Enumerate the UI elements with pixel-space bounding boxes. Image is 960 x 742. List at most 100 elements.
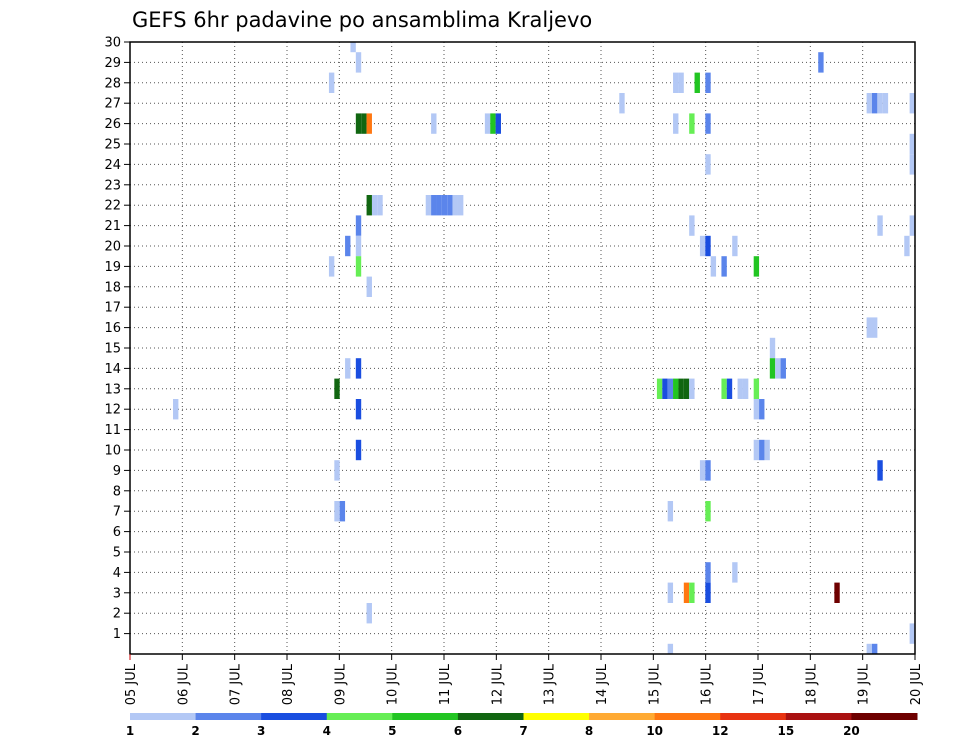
heatmap-cell	[699, 460, 706, 481]
heatmap-cell	[334, 378, 340, 399]
colorbar-segment	[457, 713, 524, 720]
heatmap-cell	[871, 317, 878, 338]
heatmap-cell	[753, 399, 760, 420]
colorbar-label: 8	[585, 724, 593, 738]
heatmap-cell	[490, 113, 496, 134]
heatmap-cell	[328, 72, 335, 93]
heatmap-cell	[683, 378, 690, 399]
y-tick-label: 17	[104, 301, 121, 316]
y-tick-label: 7	[113, 505, 121, 520]
y-tick-label: 29	[104, 56, 121, 71]
heatmap-cell	[366, 113, 372, 134]
heatmap-cell	[775, 358, 781, 379]
heatmap-cell	[345, 358, 351, 379]
y-tick-label: 3	[113, 586, 121, 601]
heatmap-cell	[371, 195, 378, 216]
colorbar-segment	[326, 713, 393, 720]
heatmap-cell	[737, 378, 743, 399]
heatmap-cell	[732, 235, 738, 257]
heatmap-cell	[457, 195, 464, 216]
heatmap-cell	[871, 643, 878, 654]
x-tick-label: 17 JUL	[752, 663, 767, 705]
heatmap-cell	[673, 113, 679, 134]
heatmap-cell	[173, 399, 179, 420]
colorbar-label: 6	[454, 724, 462, 738]
colorbar-segment	[523, 713, 590, 720]
x-tick-label: 16 JUL	[700, 663, 715, 705]
colorbar-label: 1	[126, 724, 134, 738]
colorbar-label: 20	[843, 724, 860, 738]
heatmap-cell	[882, 93, 889, 114]
heatmap-cell	[705, 113, 711, 134]
heatmap-cell	[355, 113, 362, 134]
heatmap-cell	[877, 93, 883, 114]
heatmap-cell	[667, 501, 674, 522]
heatmap-cell	[355, 215, 362, 236]
y-tick-label: 11	[104, 423, 121, 438]
heatmap-cell	[355, 52, 362, 73]
heatmap-cell	[495, 113, 501, 134]
heatmap-cell	[334, 460, 340, 481]
y-tick-label: 5	[113, 546, 121, 561]
heatmap-cell	[764, 439, 770, 461]
heatmap-cell	[328, 256, 335, 277]
heatmap-cell	[877, 215, 883, 236]
y-tick-label: 13	[104, 382, 121, 397]
colorbar-label: 3	[257, 724, 265, 738]
colorbar-segment	[392, 713, 459, 720]
colorbar-segment	[130, 713, 197, 720]
y-tick-label: 8	[113, 484, 121, 499]
heatmap-cell	[377, 195, 383, 216]
heatmap-cell	[689, 113, 695, 134]
heatmap-cell	[694, 72, 700, 93]
y-tick-label: 23	[104, 178, 121, 193]
heatmap-cell	[673, 378, 679, 399]
heatmap-cell	[742, 378, 749, 399]
heatmap-cell	[678, 378, 684, 399]
heatmap-cell	[877, 460, 883, 481]
heatmap-cell	[753, 378, 760, 399]
heatmap-cell	[866, 643, 872, 654]
heatmap-cell	[678, 72, 684, 93]
x-tick-label: 05 JUL	[124, 663, 139, 705]
heatmap-cell	[834, 582, 840, 603]
y-tick-label: 19	[104, 260, 121, 275]
heatmap-cell	[759, 399, 765, 420]
colorbar-label: 10	[646, 724, 663, 738]
heatmap-cell	[484, 113, 491, 134]
heatmap-cell	[452, 195, 458, 216]
x-tick-label: 14 JUL	[595, 663, 610, 705]
heatmap-cells	[173, 42, 915, 654]
heatmap-cell	[909, 133, 915, 155]
heatmap-cell	[780, 358, 786, 379]
heatmap-cell	[339, 501, 346, 522]
heatmap-cell	[667, 378, 674, 399]
grid	[130, 41, 915, 654]
heatmap-cell	[366, 276, 372, 297]
colorbar: 1 2 3 4 5 6 7 8 10 12 15 20	[126, 713, 918, 738]
y-tick-label: 9	[113, 464, 121, 479]
x-axis: 05 JUL 06 JUL 07 JUL 08 JUL 09 JUL 10 JUL 11 J…	[124, 654, 924, 705]
colorbar-segment	[720, 713, 787, 720]
y-tick-label: 15	[104, 342, 121, 357]
y-tick-label: 20	[104, 240, 121, 255]
heatmap-cell	[683, 582, 690, 603]
heatmap-cell	[721, 256, 727, 277]
heatmap-cell	[355, 235, 362, 257]
x-tick-label: 07 JUL	[229, 663, 244, 705]
y-tick-label: 1	[113, 627, 121, 642]
heatmap-cell	[726, 378, 733, 399]
heatmap-cell	[721, 378, 727, 399]
heatmap-cell	[667, 582, 674, 603]
heatmap-cell	[699, 235, 706, 257]
x-tick-label: 09 JUL	[333, 663, 348, 705]
heatmap-cell	[656, 378, 663, 399]
colorbar-label: 7	[519, 724, 527, 738]
heatmap-cell	[769, 337, 776, 359]
x-tick-label: 13 JUL	[543, 663, 558, 705]
heatmap-cell	[689, 215, 695, 236]
heatmap-cell	[753, 439, 760, 461]
x-tick-label: 12 JUL	[490, 663, 505, 705]
y-tick-label: 24	[104, 158, 121, 173]
y-tick-label: 30	[104, 36, 121, 51]
